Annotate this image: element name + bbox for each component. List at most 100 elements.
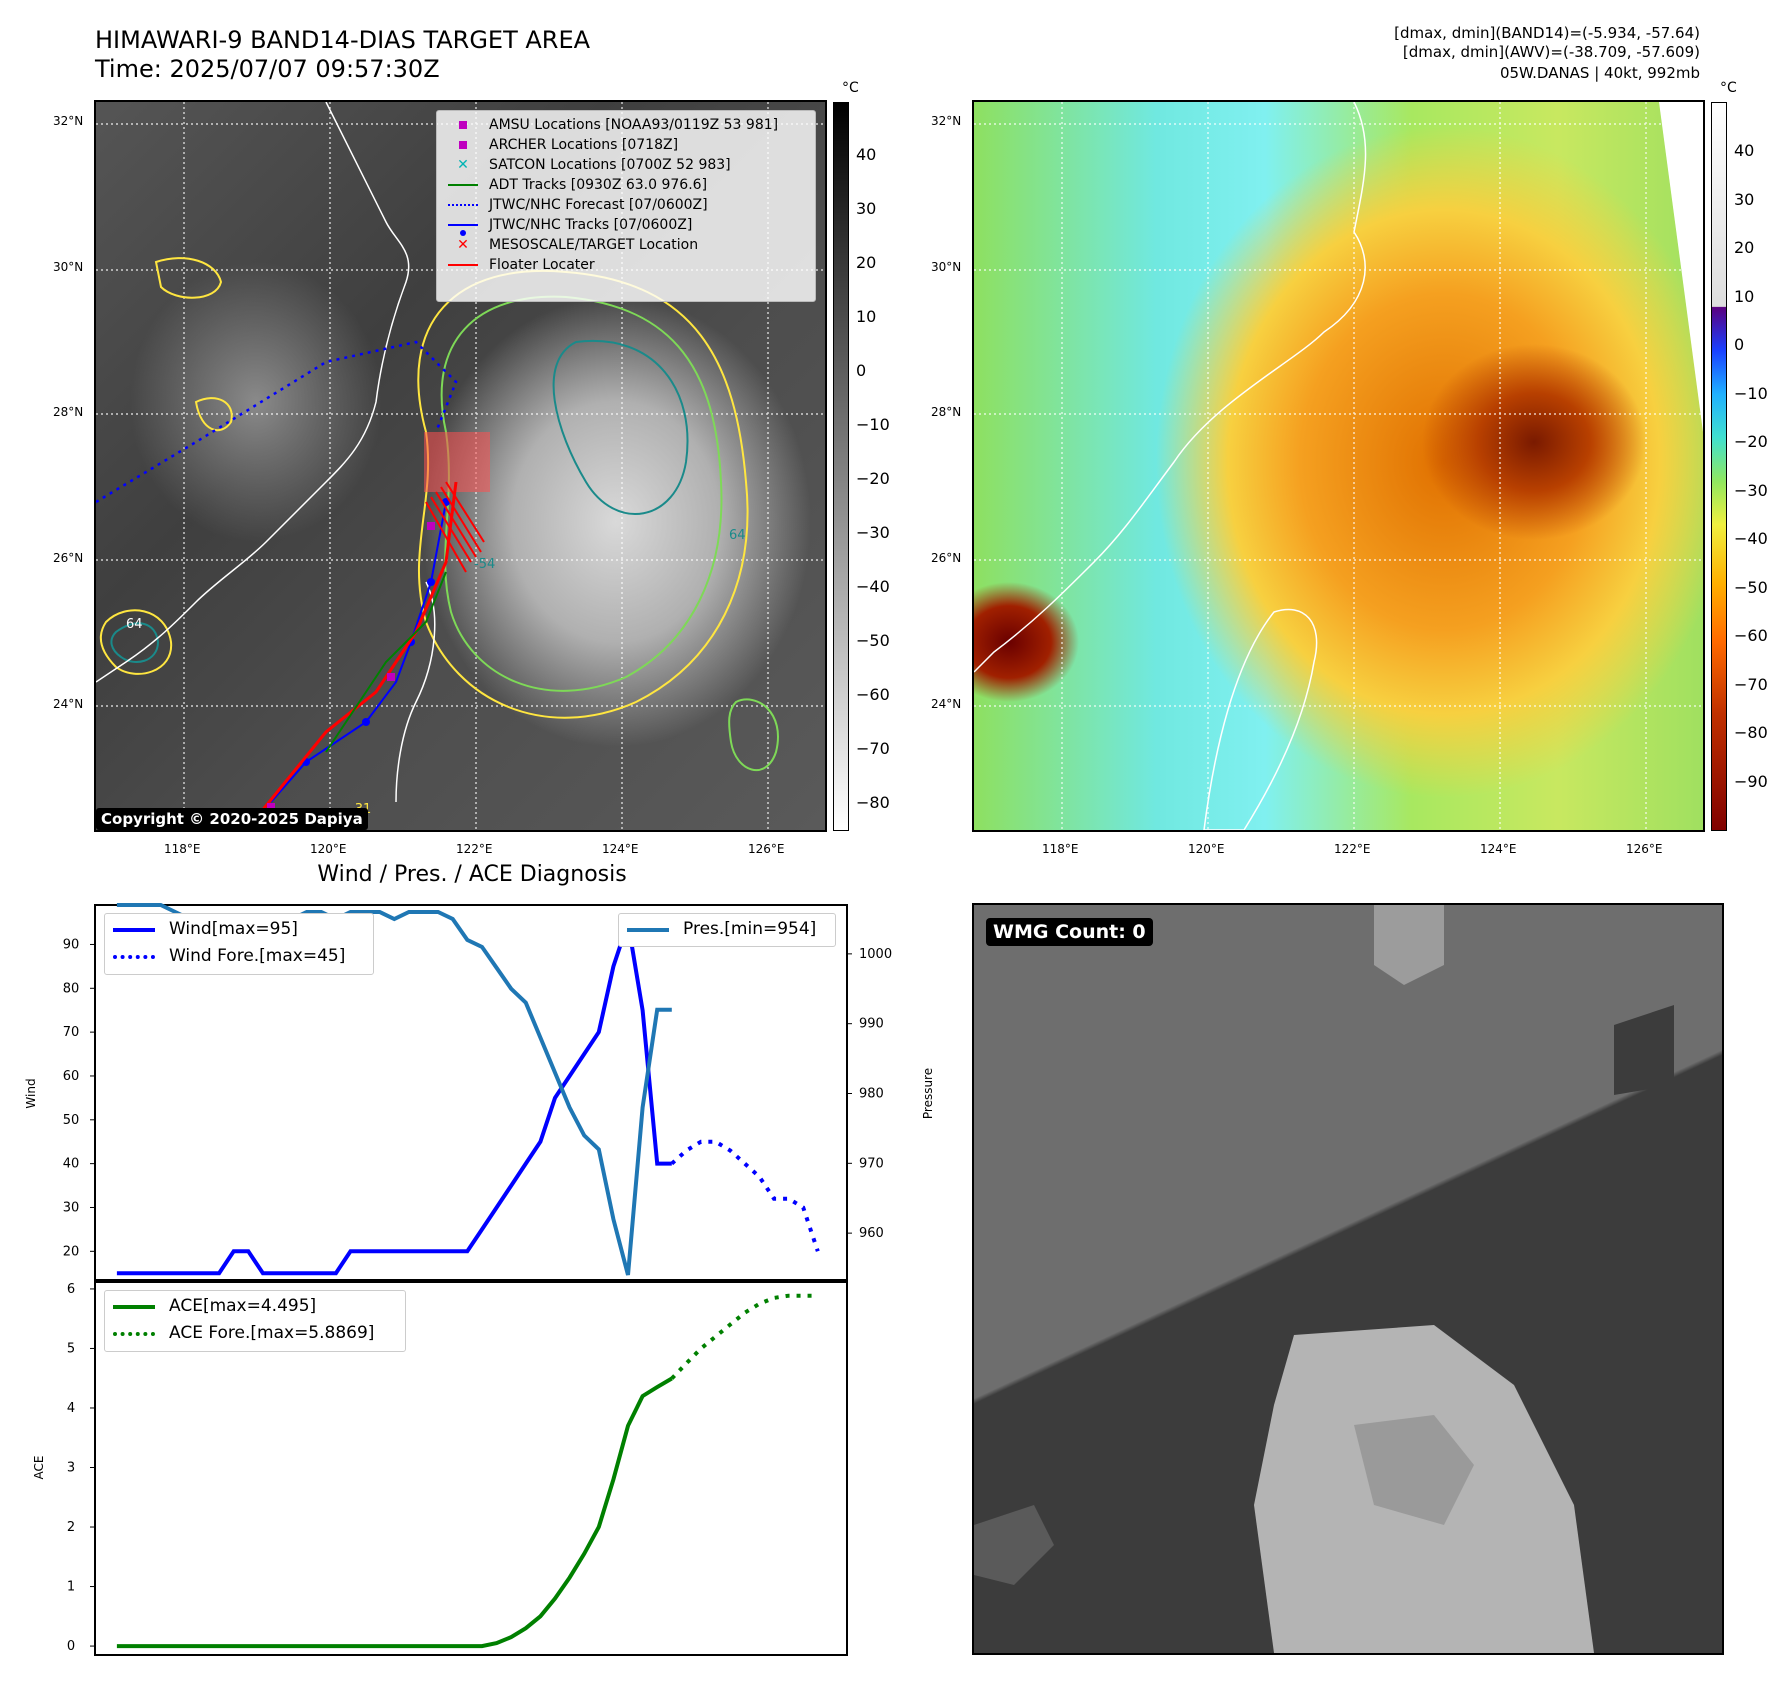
legend-label: Floater Locater bbox=[489, 257, 595, 273]
lon-label: 122°E bbox=[456, 842, 493, 856]
series-line-1 bbox=[670, 1139, 820, 1252]
legend-item: Pres.[min=954] bbox=[627, 916, 827, 943]
wind-legend: Wind[max=95] Wind Fore.[max=45] bbox=[104, 913, 374, 975]
y-right-tick-label: 970 bbox=[859, 1156, 884, 1171]
series-line-0 bbox=[116, 921, 672, 1276]
legend-item: ADT Tracks [0930Z 63.0 976.6] bbox=[443, 175, 809, 195]
colorbar-tick-label: −50 bbox=[856, 631, 890, 650]
y-tick-label: 30 bbox=[63, 1200, 80, 1215]
colorbar-tick-label: 30 bbox=[856, 199, 877, 218]
legend-item: ACE[max=4.495] bbox=[113, 1293, 397, 1320]
ir-map-panel: -31 64 -54 64 AMSU Locations [NOAA93/011… bbox=[94, 100, 827, 832]
awv-colorbar bbox=[1711, 102, 1727, 831]
lat-label: 32°N bbox=[53, 114, 84, 128]
ace-series-line-1 bbox=[670, 1293, 818, 1380]
colorbar-tick-label: −20 bbox=[1734, 432, 1768, 451]
colorbar-tick-label: 40 bbox=[1734, 141, 1755, 160]
colorbar-tick-label: −10 bbox=[856, 415, 890, 434]
wmg-image bbox=[974, 905, 1722, 1653]
colorbar-tick-label: −70 bbox=[1734, 674, 1768, 694]
figure-title-line1: HIMAWARI-9 BAND14-DIAS TARGET AREA bbox=[95, 26, 591, 54]
colorbar-tick-label: −10 bbox=[1734, 383, 1768, 403]
legend-label: Wind[max=95] bbox=[169, 919, 298, 939]
colorbar-tick-label: −60 bbox=[856, 685, 890, 704]
legend-label: Wind Fore.[max=45] bbox=[169, 946, 346, 966]
y-axis-label: Wind bbox=[24, 1078, 38, 1108]
colorbar-tick-label: 40 bbox=[856, 145, 877, 164]
colorbar-tick-label: −20 bbox=[856, 469, 890, 488]
legend-label: JTWC/NHC Tracks [07/0600Z] bbox=[489, 217, 693, 233]
colorbar-tick-label: −90 bbox=[1734, 771, 1768, 791]
lat-label: 28°N bbox=[53, 405, 84, 419]
copyright-badge: Copyright © 2020-2025 Dapiya bbox=[96, 808, 368, 830]
colorbar-tick-label: 0 bbox=[856, 361, 867, 380]
y-right-tick-label: 980 bbox=[859, 1087, 884, 1102]
info-line-storm: 05W.DANAS | 40kt, 992mb bbox=[1499, 64, 1700, 82]
lat-label: 30°N bbox=[931, 260, 962, 274]
legend-item: ✕ MESOSCALE/TARGET Location bbox=[457, 237, 699, 253]
info-line-awv: [dmax, dmin](AWV)=(-38.709, -57.609) bbox=[1402, 43, 1700, 61]
lon-label: 124°E bbox=[602, 842, 639, 856]
colorbar-tick-label: 0 bbox=[1734, 335, 1745, 354]
legend-item: Floater Locater bbox=[443, 255, 809, 275]
lat-label: 26°N bbox=[931, 551, 962, 565]
legend-item: Wind[max=95] bbox=[113, 916, 365, 943]
colorbar-tick-label: −70 bbox=[856, 739, 890, 758]
lon-label: 118°E bbox=[164, 842, 201, 856]
contour-label: 64 bbox=[126, 617, 143, 632]
legend-label: ARCHER Locations [0718Z] bbox=[489, 137, 679, 153]
y-tick-label: 80 bbox=[63, 981, 80, 996]
lon-label: 120°E bbox=[310, 842, 347, 856]
y-tick-label: 1 bbox=[67, 1580, 75, 1595]
wmg-panel: WMG Count: 0 bbox=[972, 903, 1724, 1655]
legend-item: JTWC/NHC Forecast [07/0600Z] bbox=[443, 195, 809, 215]
lon-label: 118°E bbox=[1042, 842, 1079, 856]
y-axis-label: ACE bbox=[32, 1456, 46, 1480]
legend-item: ARCHER Locations [0718Z] bbox=[443, 135, 809, 155]
legend-item: JTWC/NHC Tracks [07/0600Z] bbox=[443, 215, 809, 236]
colorbar-tick-label: −60 bbox=[1734, 626, 1768, 645]
lat-label: 30°N bbox=[53, 260, 84, 274]
colorbar-tick-label: −40 bbox=[1734, 529, 1768, 548]
legend-label: AMSU Locations [NOAA93/0119Z 53 981] bbox=[489, 117, 779, 133]
legend-item: ACE Fore.[max=5.8869] bbox=[113, 1320, 397, 1347]
lat-label: 26°N bbox=[53, 551, 84, 565]
legend-item: AMSU Locations [NOAA93/0119Z 53 981] bbox=[443, 115, 809, 135]
lon-label: 122°E bbox=[1334, 842, 1371, 856]
lon-label: 126°E bbox=[1626, 842, 1663, 856]
ir-colorbar-unit: °C bbox=[842, 80, 859, 96]
y-tick-label: 90 bbox=[63, 937, 80, 952]
y-tick-label: 60 bbox=[63, 1069, 80, 1084]
colorbar-tick-label: −30 bbox=[856, 523, 890, 542]
legend-item: ✕ SATCON Locations [0700Z 52 983] bbox=[457, 157, 731, 173]
colorbar-tick-label: 30 bbox=[1734, 189, 1755, 209]
awv-map-panel bbox=[972, 100, 1705, 832]
y-tick-label: 0 bbox=[67, 1639, 75, 1654]
ace-chart: 6 5 4 3 2 1 0 ACE bbox=[32, 1279, 848, 1656]
y-tick-label: 20 bbox=[63, 1244, 80, 1259]
lon-label: 120°E bbox=[1188, 842, 1225, 856]
lat-label: 28°N bbox=[931, 405, 962, 419]
awv-map-overlay bbox=[974, 102, 1703, 830]
y-right-tick-label: 990 bbox=[859, 1017, 884, 1032]
colorbar-tick-label: 20 bbox=[1734, 238, 1755, 257]
ace-legend: ACE[max=4.495] ACE Fore.[max=5.8869] bbox=[104, 1290, 406, 1352]
y-tick-label: 70 bbox=[63, 1025, 80, 1040]
legend-label: ACE[max=4.495] bbox=[169, 1296, 317, 1316]
colorbar-tick-label: 10 bbox=[856, 307, 877, 326]
lat-label: 24°N bbox=[53, 697, 84, 711]
map-legend: AMSU Locations [NOAA93/0119Z 53 981] ARC… bbox=[436, 110, 816, 302]
awv-colorbar-unit: °C bbox=[1720, 80, 1737, 96]
colorbar-tick-label: −50 bbox=[1734, 577, 1768, 597]
info-line-band14: [dmax, dmin](BAND14)=(-5.934, -57.64) bbox=[1394, 24, 1700, 42]
ir-colorbar bbox=[833, 102, 849, 831]
y-right-tick-label: 1000 bbox=[859, 947, 892, 962]
y-tick-label: 6 bbox=[67, 1282, 75, 1297]
lat-label: 24°N bbox=[931, 697, 962, 711]
colorbar-tick-label: 20 bbox=[856, 253, 877, 272]
y-tick-label: 50 bbox=[63, 1113, 80, 1128]
contour-label: -54 bbox=[474, 557, 496, 572]
legend-label: Pres.[min=954] bbox=[683, 919, 817, 939]
diagnosis-title: Wind / Pres. / ACE Diagnosis bbox=[317, 862, 627, 887]
